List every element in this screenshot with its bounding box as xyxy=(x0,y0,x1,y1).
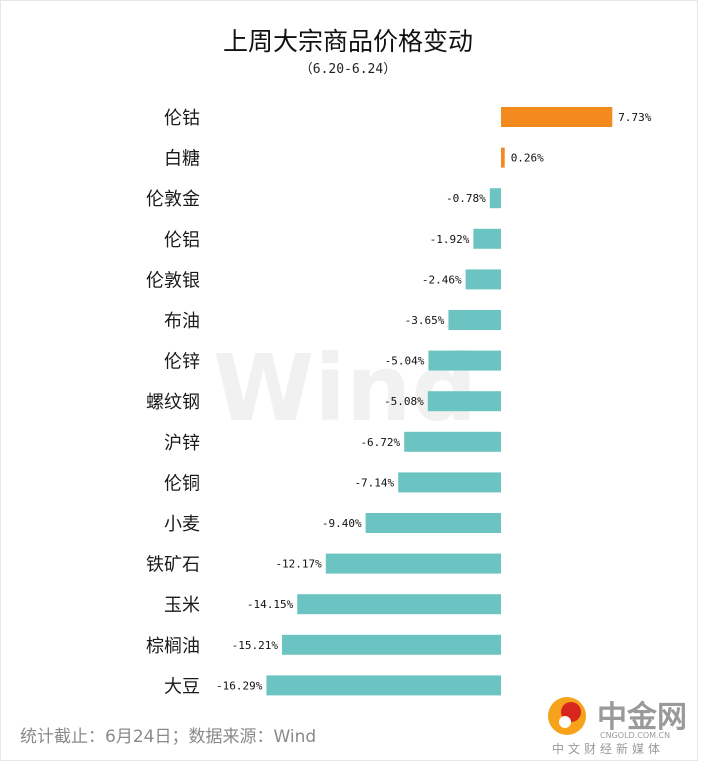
bars-group xyxy=(266,107,613,696)
value-label-4: -2.46% xyxy=(422,273,462,286)
value-label-13: -15.21% xyxy=(232,639,279,652)
bar-13 xyxy=(282,634,501,655)
category-label-10: 小麦 xyxy=(164,514,200,535)
chart-subtitle: （6.20-6.24） xyxy=(300,62,396,77)
category-label-11: 铁矿石 xyxy=(146,555,200,576)
category-label-5: 布油 xyxy=(164,311,200,332)
value-label-14: -16.29% xyxy=(216,679,263,692)
value-label-5: -3.65% xyxy=(405,314,445,327)
value-label-12: -14.15% xyxy=(247,598,294,611)
brand-name: 中金网 xyxy=(597,700,687,735)
bar-10 xyxy=(365,513,501,533)
category-label-7: 螺纹钢 xyxy=(146,392,200,413)
value-labels: 7.73% 0.26% -0.78% -1.92% -2.46% -3.65% -5.04%… xyxy=(216,111,652,692)
chart-title: 上周大宗商品价格变动 xyxy=(223,27,473,56)
bar-3 xyxy=(473,228,501,249)
bar-9 xyxy=(398,472,501,493)
bar-0 xyxy=(501,107,613,127)
bar-6 xyxy=(428,350,501,371)
value-label-2: -0.78% xyxy=(446,192,486,205)
bar-4 xyxy=(465,269,501,290)
bar-5 xyxy=(448,310,501,330)
bar-8 xyxy=(404,431,501,452)
value-label-7: -5.08% xyxy=(384,395,424,408)
category-label-14: 大豆 xyxy=(164,676,200,697)
value-label-1: 0.26% xyxy=(511,152,544,165)
bar-2 xyxy=(489,188,501,209)
bar-7 xyxy=(427,391,501,412)
category-label-9: 伦铜 xyxy=(164,473,200,494)
source-note: 统计截止：6月24日；数据来源：Wind xyxy=(20,727,316,747)
brand-tagline: 中文财经新媒体 xyxy=(552,741,664,756)
category-label-12: 玉米 xyxy=(164,595,200,616)
bar-14 xyxy=(266,675,501,696)
value-label-9: -7.14% xyxy=(354,476,394,489)
bar-11 xyxy=(325,553,501,574)
value-label-0: 7.73% xyxy=(618,111,651,124)
brand-url: CNGOLD.COM.CN xyxy=(600,731,670,740)
category-label-4: 伦敦银 xyxy=(146,270,200,291)
category-label-2: 伦敦金 xyxy=(146,189,200,210)
category-label-1: 白糖 xyxy=(164,149,200,170)
category-label-8: 沪锌 xyxy=(164,433,200,454)
category-label-0: 伦钴 xyxy=(164,108,200,129)
value-label-6: -5.04% xyxy=(385,355,425,368)
value-label-11: -12.17% xyxy=(275,558,322,571)
value-label-8: -6.72% xyxy=(360,436,400,449)
category-label-6: 伦锌 xyxy=(164,352,200,373)
cngold-logo-icon xyxy=(548,697,586,735)
category-label-3: 伦铝 xyxy=(164,230,200,251)
bar-1 xyxy=(501,147,505,168)
category-label-13: 棕榈油 xyxy=(146,636,200,657)
brand-logo: 中金网 CNGOLD.COM.CN 中文财经新媒体 xyxy=(548,697,687,756)
value-label-10: -9.40% xyxy=(322,517,362,530)
value-label-3: -1.92% xyxy=(430,233,470,246)
bar-12 xyxy=(297,594,501,615)
